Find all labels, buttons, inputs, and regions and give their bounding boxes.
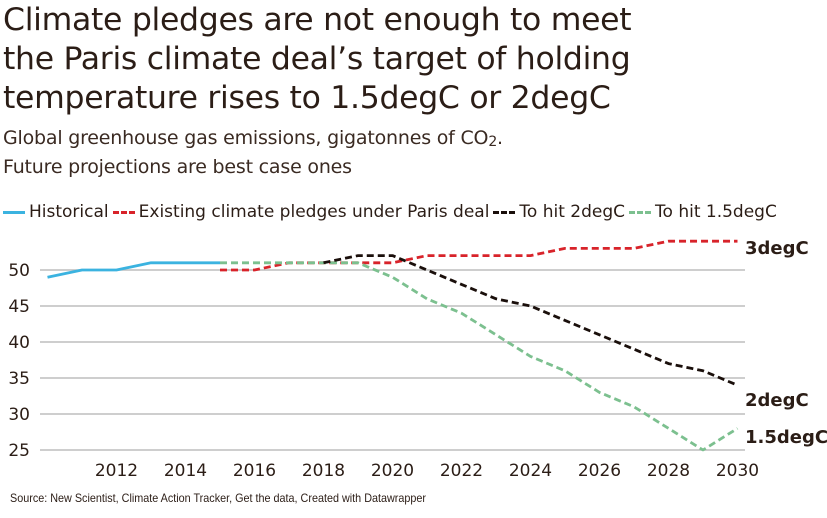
chart-title-line: temperature rises to 1.5degC or 2degC	[3, 80, 611, 116]
y-tick-label: 35	[8, 369, 30, 389]
series-line-historical	[47, 261, 220, 279]
subtitle-text: Global greenhouse gas emissions, gigaton…	[3, 127, 489, 149]
dashed-line-swatch-icon	[629, 210, 652, 214]
chart-title-line: the Paris climate deal’s target of holdi…	[3, 41, 631, 77]
legend-label: To hit 2degC	[519, 202, 626, 222]
get-data-link[interactable]: Get the data	[235, 491, 295, 505]
source-text: New Scientist, Climate Action Tracker	[50, 491, 230, 505]
x-tick-label: 2030	[716, 461, 759, 481]
legend-item-historical: Historical	[3, 202, 109, 222]
legend-item-1-5degc: To hit 1.5degC	[629, 202, 777, 222]
y-tick-label: 50	[8, 261, 30, 281]
y-tick-label: 45	[8, 297, 30, 317]
chart-title: Climate pledges are not enough to meet t…	[3, 1, 827, 118]
legend-label: To hit 1.5degC	[655, 202, 777, 222]
series-line-one_five_deg	[220, 261, 739, 452]
chart-title-line: Climate pledges are not enough to meet	[3, 2, 632, 38]
dashed-line-swatch-icon	[112, 210, 135, 214]
x-tick-label: 2024	[509, 461, 552, 481]
chart-footer: Source: New Scientist, Climate Action Tr…	[10, 491, 426, 505]
legend-item-2degc: To hit 2degC	[493, 202, 625, 222]
chart-legend: Historical Existing climate pledges unde…	[3, 200, 781, 224]
y-axis-ticks: 25 30 35 40 45 50	[8, 261, 30, 461]
x-tick-label: 2028	[647, 461, 690, 481]
datawrapper-credit-link[interactable]: Created with Datawrapper	[300, 491, 427, 505]
end-label-two_deg: 2degC	[745, 390, 809, 411]
subtitle-period: .	[497, 127, 503, 149]
y-tick-label: 25	[8, 441, 30, 461]
x-tick-label: 2018	[302, 461, 345, 481]
separator: ,	[294, 491, 301, 505]
line-chart: 25 30 35 40 45 50 2012 2014 2016 2018 2020 2022 202…	[8, 238, 827, 481]
x-tick-label: 2020	[371, 461, 414, 481]
legend-label: Historical	[29, 202, 109, 222]
subscript-2: 2	[488, 134, 498, 150]
end-label-pledges: 3degC	[745, 238, 809, 259]
series-lines	[47, 239, 739, 452]
x-axis-ticks: 2012 2014 2016 2018 2020 2022 2024 2026 2028 2030	[95, 461, 759, 481]
source-prefix: Source:	[10, 491, 51, 505]
series-end-labels: 3degC 2degC 1.5degC	[745, 238, 827, 448]
end-label-one_five_deg: 1.5degC	[745, 427, 827, 448]
solid-line-swatch-icon	[3, 210, 25, 214]
legend-label: Existing climate pledges under Paris dea…	[138, 202, 490, 222]
x-tick-label: 2012	[95, 461, 138, 481]
series-line-two_deg	[323, 254, 739, 387]
x-tick-label: 2022	[440, 461, 483, 481]
series-line-pledges	[220, 239, 738, 272]
subtitle-line-1: Global greenhouse gas emissions, gigaton…	[3, 126, 503, 155]
y-tick-label: 40	[8, 333, 30, 353]
x-tick-label: 2016	[233, 461, 276, 481]
subtitle-line-2: Future projections are best case ones	[3, 156, 352, 178]
dashed-line-swatch-icon	[493, 210, 516, 214]
gridlines	[40, 269, 745, 451]
separator: ,	[229, 491, 236, 505]
legend-item-pledges: Existing climate pledges under Paris dea…	[112, 202, 490, 222]
chart-subtitle: Global greenhouse gas emissions, gigaton…	[3, 126, 503, 180]
y-tick-label: 30	[8, 405, 30, 425]
x-tick-label: 2026	[578, 461, 621, 481]
x-tick-label: 2014	[164, 461, 207, 481]
